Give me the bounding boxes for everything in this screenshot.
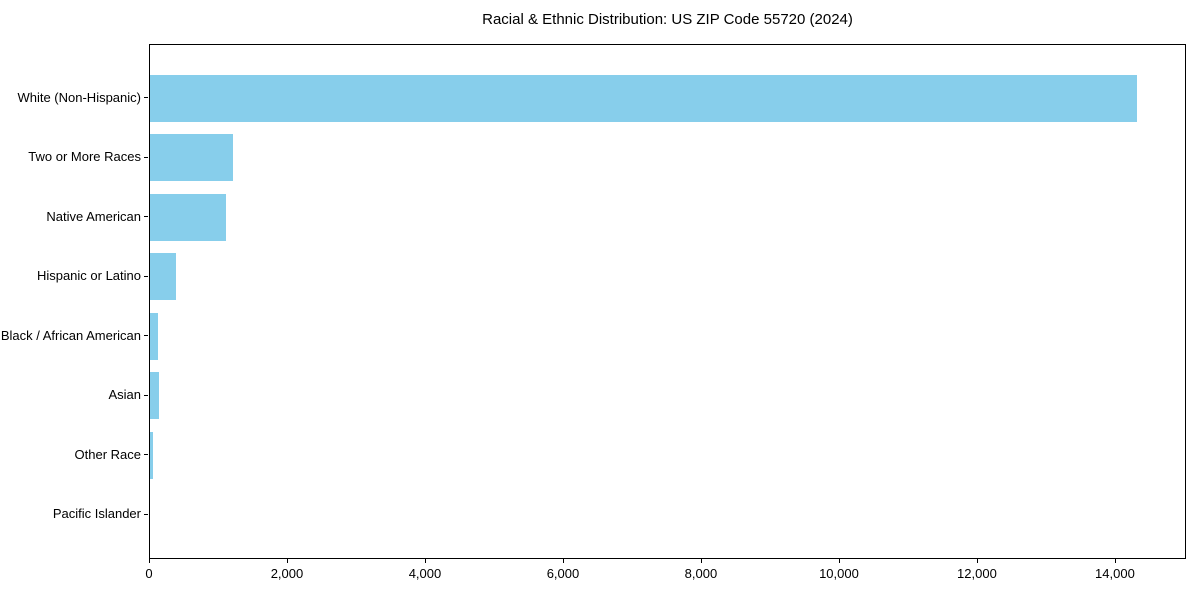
y-tick-mark-native-american [144, 216, 148, 217]
x-tick-label-14000: 14,000 [1095, 566, 1135, 581]
x-tick-label-6000: 6,000 [546, 566, 580, 581]
x-tick-mark-12000 [976, 559, 978, 563]
y-axis-label-white-non-hispanic: White (Non-Hispanic) [17, 89, 141, 105]
bar-black-african-american [150, 312, 159, 360]
y-axis-label-other-race: Other Race [74, 446, 141, 462]
y-axis-label-black-african-american: Black / African American [0, 327, 141, 343]
y-axis-label-native-american: Native American [46, 208, 141, 224]
x-tick-mark-2000 [286, 559, 288, 563]
y-tick-mark-other-race [144, 454, 148, 455]
x-tick-label-12000: 12,000 [957, 566, 997, 581]
x-tick-mark-10000 [838, 559, 840, 563]
bar-hispanic-or-latino [150, 253, 177, 300]
x-tick-label-0: 0 [145, 566, 153, 581]
y-tick-mark-asian [144, 394, 148, 396]
y-tick-mark-two-or-more-races [144, 156, 148, 158]
bar-asian [150, 372, 159, 419]
x-tick-mark-6000 [562, 559, 564, 563]
y-tick-mark-black-african-american [144, 335, 148, 336]
chart-title: Racial & Ethnic Distribution: US ZIP Cod… [482, 11, 853, 28]
bar-white-non-hispanic [150, 74, 1137, 122]
y-tick-mark-hispanic-or-latino [144, 275, 148, 277]
x-tick-label-8000: 8,000 [684, 566, 718, 581]
x-tick-label-2000: 2,000 [270, 566, 304, 581]
plot-area [149, 44, 1186, 559]
x-tick-mark-14000 [1114, 559, 1116, 563]
x-tick-mark-8000 [700, 559, 702, 563]
x-tick-mark-0 [149, 559, 150, 563]
x-tick-label-10000: 10,000 [819, 566, 859, 581]
bar-native-american [150, 193, 226, 241]
y-tick-mark-pacific-islander [144, 513, 148, 515]
x-tick-label-4000: 4,000 [408, 566, 442, 581]
y-axis-label-hispanic-or-latino: Hispanic or Latino [36, 268, 141, 283]
bar-two-or-more-races [150, 134, 233, 181]
x-tick-mark-4000 [424, 559, 426, 563]
y-tick-mark-white-non-hispanic [144, 97, 148, 98]
y-axis-label-two-or-more-races: Two or More Races [28, 149, 141, 164]
y-axis-label-pacific-islander: Pacific Islander [52, 506, 141, 521]
y-axis-label-asian: Asian [108, 387, 141, 402]
bar-other-race [150, 431, 154, 479]
